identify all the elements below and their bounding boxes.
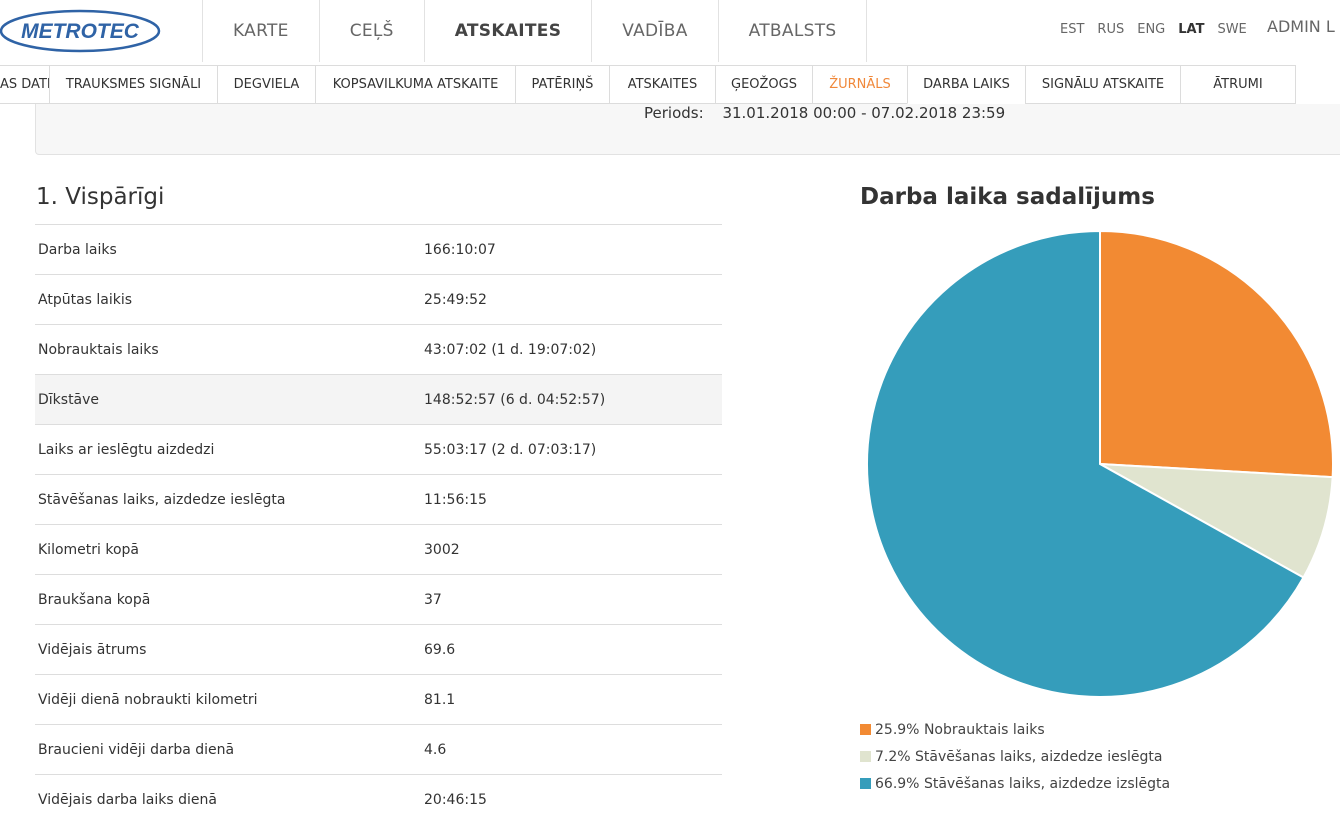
stats-value: 4.6	[424, 741, 447, 758]
stats-label: Dīkstāve	[38, 391, 100, 408]
stats-label: Vidējais ātrums	[38, 641, 147, 658]
stats-row: Braukšana kopā 37	[35, 574, 722, 625]
main-nav-item-3[interactable]: VADĪBA	[592, 0, 719, 62]
legend-label: Nobrauktais laiks	[923, 721, 1045, 738]
top-navigation-bar: METROTEC KARTE CEĻŠ ATSKAITES VADĪBA ATBALST…	[0, 0, 1340, 62]
filter-panel	[35, 104, 1340, 155]
legend-label: Stāvēšanas laiks, aizdedze ieslēgta	[915, 748, 1163, 765]
stats-value: 11:56:15	[424, 491, 487, 508]
language-switcher: EST RUS ENG LAT SWE	[1060, 0, 1260, 58]
general-section-title: 1. Vispārīgi	[36, 184, 165, 210]
language-option-lat[interactable]: LAT	[1178, 21, 1205, 37]
stats-value: 148:52:57 (6 d. 04:52:57)	[424, 391, 606, 408]
stats-row: Dīkstāve 148:52:57 (6 d. 04:52:57)	[35, 374, 722, 425]
report-tab-0[interactable]: AS DATI	[0, 65, 51, 104]
stats-row: Kilometri kopā 3002	[35, 524, 722, 575]
report-tabs: AS DATI TRAUKSMES SIGNĀLI DEGVIELA KOPSAVIL…	[0, 65, 1340, 104]
stats-value: 55:03:17 (2 d. 07:03:17)	[424, 441, 597, 458]
stats-label: Braukšana kopā	[38, 591, 151, 608]
period-label: Periods:	[644, 104, 704, 122]
legend-label: Stāvēšanas laiks, aizdedze izslēgta	[923, 775, 1171, 792]
language-option-est[interactable]: EST	[1060, 21, 1085, 37]
report-tab-5[interactable]: ATSKAITES	[609, 65, 715, 104]
stats-row: Nobrauktais laiks 43:07:02 (1 d. 19:07:02…	[35, 324, 722, 375]
stats-value: 166:10:07	[424, 241, 496, 258]
stats-label: Laiks ar ieslēgtu aizdedzi	[38, 441, 215, 458]
legend-percent: 66.9%	[875, 775, 920, 792]
period-display: Periods: 31.01.2018 00:00 - 07.02.2018 2…	[644, 104, 1005, 122]
general-stats-table: Darba laiks 166:10:07 Atpūtas laikis 25:49:…	[35, 224, 722, 816]
stats-label: Vidējais darba laiks dienā	[38, 791, 217, 808]
report-tab-10[interactable]: ĀTRUMI	[1180, 65, 1296, 104]
stats-value: 20:46:15	[424, 791, 487, 808]
logo-text: METROTEC	[21, 20, 140, 43]
work-time-pie-chart	[866, 229, 1334, 698]
main-nav: KARTE CEĻŠ ATSKAITES VADĪBA ATBALSTS	[202, 0, 868, 62]
stats-label: Braucieni vidēji darba dienā	[38, 741, 235, 758]
stats-row: Vidējais darba laiks dienā 20:46:15	[35, 774, 722, 816]
chart-legend: 25.9% Nobrauktais laiks 7.2% Stāvēšanas l…	[860, 716, 1170, 797]
metrotec-logo[interactable]: METROTEC	[0, 9, 162, 53]
report-tab-6[interactable]: ĢEOŽOGS	[715, 65, 812, 104]
stats-label: Stāvēšanas laiks, aizdedze ieslēgta	[38, 491, 286, 508]
report-tab-1[interactable]: TRAUKSMES SIGNĀLI	[49, 65, 217, 104]
report-tab-8[interactable]: DARBA LAIKS	[907, 65, 1025, 104]
stats-value: 37	[424, 591, 442, 608]
report-tab-4[interactable]: PATĒRIŅŠ	[515, 65, 609, 104]
legend-item[interactable]: 66.9% Stāvēšanas laiks, aizdedze izslēgt…	[860, 770, 1170, 797]
stats-row: Braucieni vidēji darba dienā 4.6	[35, 724, 722, 775]
stats-value: 3002	[424, 541, 460, 558]
language-option-rus[interactable]: RUS	[1097, 21, 1125, 37]
stats-value: 81.1	[424, 691, 456, 708]
stats-label: Atpūtas laikis	[38, 291, 133, 308]
legend-swatch	[860, 724, 871, 735]
legend-percent: 7.2%	[875, 748, 911, 765]
stats-label: Darba laiks	[38, 241, 117, 258]
legend-swatch	[860, 778, 871, 789]
stats-label: Kilometri kopā	[38, 541, 140, 558]
stats-row: Darba laiks 166:10:07	[35, 224, 722, 275]
pie-slice-0[interactable]	[1099, 229, 1334, 479]
stats-value: 69.6	[424, 641, 456, 658]
legend-percent: 25.9%	[875, 721, 920, 738]
main-nav-item-1[interactable]: CEĻŠ	[320, 0, 425, 62]
period-value: 31.01.2018 00:00 - 07.02.2018 23:59	[722, 104, 1006, 122]
pie-slice-2[interactable]	[866, 229, 1305, 698]
report-tab-3[interactable]: KOPSAVILKUMA ATSKAITE	[315, 65, 515, 104]
chart-title: Darba laika sadalījums	[860, 184, 1155, 210]
legend-swatch	[860, 751, 871, 762]
main-nav-item-4[interactable]: ATBALSTS	[719, 0, 868, 62]
stats-row: Laiks ar ieslēgtu aizdedzi 55:03:17 (2 d.…	[35, 424, 722, 475]
stats-label: Vidēji dienā nobraukti kilometri	[38, 691, 258, 708]
language-option-eng[interactable]: ENG	[1137, 21, 1166, 37]
stats-row: Stāvēšanas laiks, aizdedze ieslēgta 11:56…	[35, 474, 722, 525]
legend-item[interactable]: 7.2% Stāvēšanas laiks, aizdedze ieslēgta	[860, 743, 1170, 770]
stats-row: Vidēji dienā nobraukti kilometri 81.1	[35, 674, 722, 725]
language-option-swe[interactable]: SWE	[1217, 21, 1247, 37]
main-nav-item-2[interactable]: ATSKAITES	[425, 0, 593, 62]
stats-label: Nobrauktais laiks	[38, 341, 159, 358]
pie-slice-1[interactable]	[1099, 463, 1334, 579]
report-tab-9[interactable]: SIGNĀLU ATSKAITE	[1025, 65, 1180, 104]
legend-item[interactable]: 25.9% Nobrauktais laiks	[860, 716, 1170, 743]
stats-row: Atpūtas laikis 25:49:52	[35, 274, 722, 325]
stats-row: Vidējais ātrums 69.6	[35, 624, 722, 675]
report-tab-2[interactable]: DEGVIELA	[217, 65, 315, 104]
user-menu[interactable]: ADMIN L	[1267, 17, 1335, 36]
stats-value: 25:49:52	[424, 291, 487, 308]
stats-value: 43:07:02 (1 d. 19:07:02)	[424, 341, 597, 358]
report-tab-7[interactable]: ŽURNĀLS	[812, 65, 907, 104]
main-nav-item-0[interactable]: KARTE	[203, 0, 320, 62]
